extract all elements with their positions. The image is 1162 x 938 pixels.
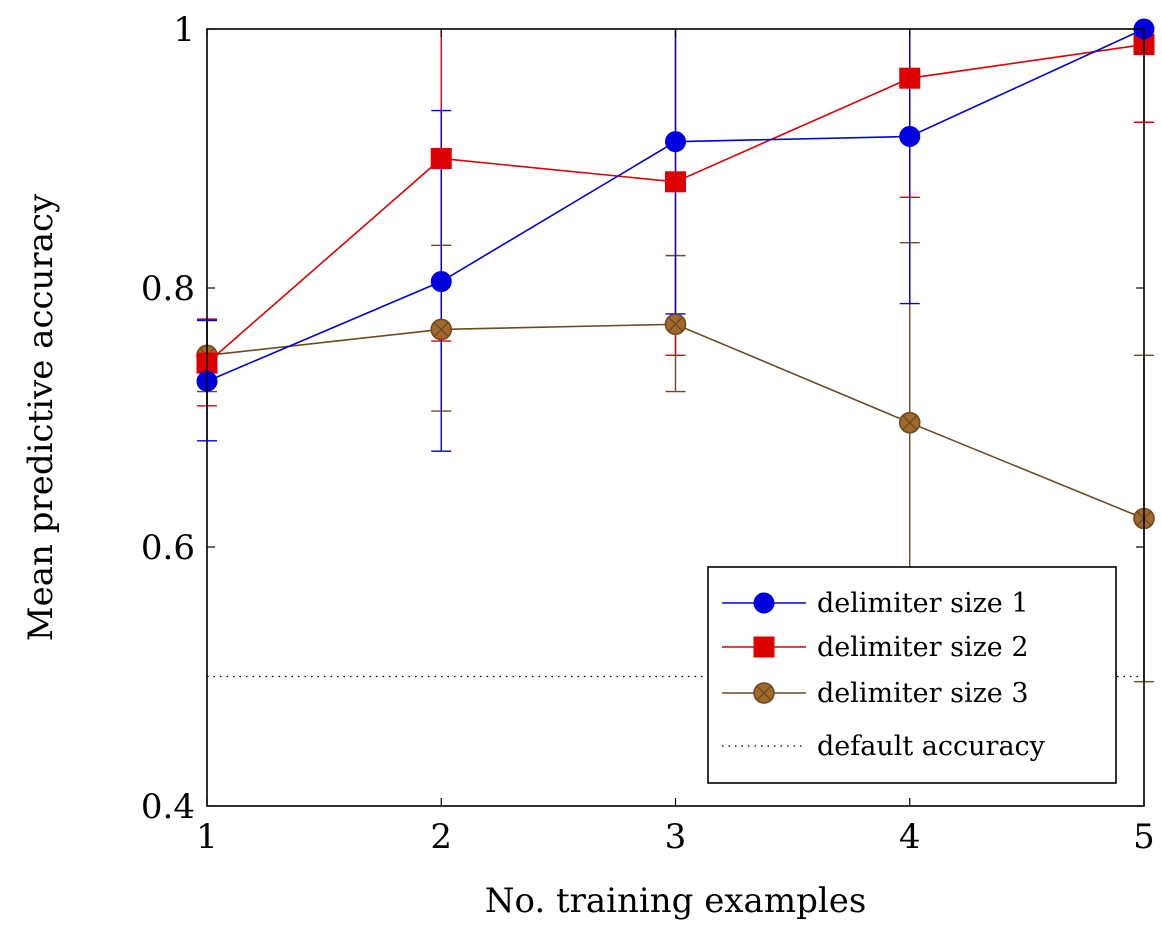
x-tick-label: 5	[1133, 817, 1155, 857]
x-tick-label: 4	[899, 817, 921, 857]
legend-label: delimiter size 2	[817, 632, 1029, 663]
legend: delimiter size 1 delimiter size 2 delimite…	[707, 566, 1117, 784]
delimiter-size-2-marker	[899, 67, 921, 89]
delimiter-size-3-marker	[898, 411, 921, 434]
delimiter-size-3-marker	[753, 682, 775, 704]
legend-entry: delimiter size 1	[722, 588, 1029, 619]
x-tick-label: 1	[196, 817, 218, 857]
legend-entry: delimiter size 3	[722, 678, 1029, 709]
y-axis-label: Mean predictive accuracy	[21, 193, 61, 641]
y-tick-label: 0.8	[141, 269, 195, 309]
delimiter-size-1-marker	[665, 131, 686, 153]
delimiter-size-2-marker	[753, 636, 775, 658]
delimiter-size-3-marker	[430, 318, 453, 341]
y-tick-label: 0.6	[141, 528, 195, 568]
delimiter-size-3-marker	[664, 313, 687, 336]
y-tick-label: 1	[173, 10, 195, 50]
y-tick-label: 0.4	[141, 787, 195, 827]
delimiter-size-1-marker	[899, 125, 921, 147]
delimiter-size-1-marker	[753, 592, 775, 614]
x-tick-label: 2	[430, 817, 452, 857]
legend-entry: delimiter size 2	[722, 632, 1029, 663]
legend-label: default accuracy	[817, 731, 1046, 762]
x-axis-label: No. training examples	[485, 881, 867, 921]
legend-label: delimiter size 3	[817, 678, 1029, 709]
delimiter-size-1-marker	[430, 271, 452, 293]
legend-entry: default accuracy	[722, 731, 1046, 762]
delimiter-size-2-marker	[665, 171, 686, 193]
delimiter-size-2-marker	[430, 148, 452, 169]
legend-label: delimiter size 1	[817, 588, 1029, 619]
x-tick-label: 3	[665, 817, 687, 857]
plot-area-frame	[206, 28, 1145, 807]
